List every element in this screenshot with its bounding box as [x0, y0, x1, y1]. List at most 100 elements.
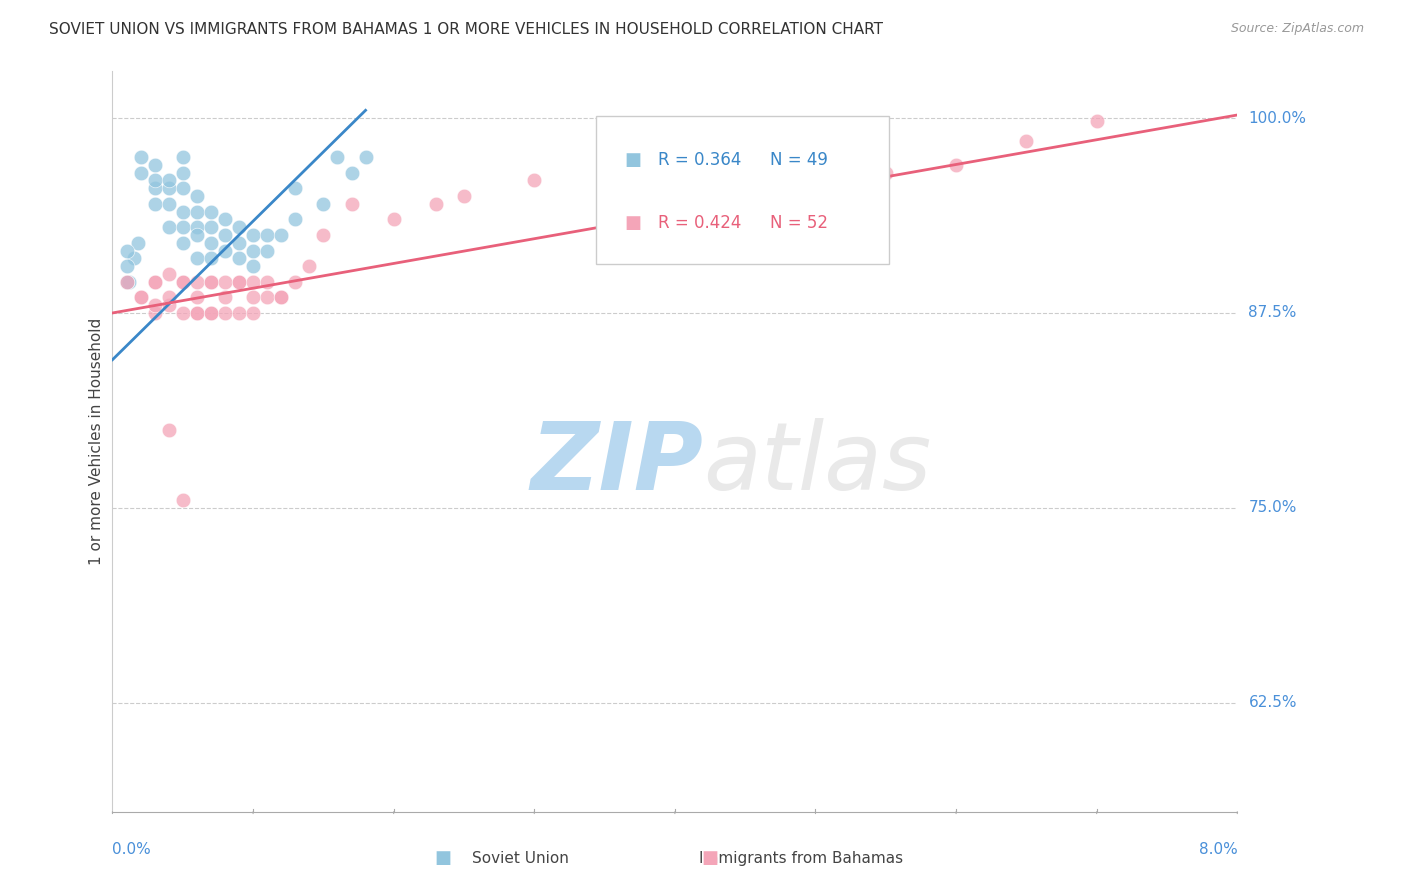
Point [143, 298, 166, 312]
Text: N = 52: N = 52 [770, 214, 828, 232]
Point [143, 275, 166, 289]
Point [129, 150, 152, 164]
Point [214, 275, 236, 289]
Text: ■: ■ [702, 849, 718, 867]
Point [186, 290, 208, 304]
Text: ■: ■ [624, 152, 641, 169]
Point [157, 298, 180, 312]
Point [129, 290, 152, 304]
Point [256, 227, 278, 242]
Point [129, 290, 152, 304]
Point [172, 181, 194, 195]
Point [186, 189, 208, 203]
Point [172, 204, 194, 219]
Point [186, 204, 208, 219]
Point [172, 275, 194, 289]
Point [157, 181, 180, 195]
Point [143, 181, 166, 195]
Text: 87.5%: 87.5% [1249, 305, 1296, 320]
Point [1085, 114, 1108, 128]
Text: SOVIET UNION VS IMMIGRANTS FROM BAHAMAS 1 OR MORE VEHICLES IN HOUSEHOLD CORRELAT: SOVIET UNION VS IMMIGRANTS FROM BAHAMAS … [49, 22, 883, 37]
Point [214, 290, 236, 304]
Point [242, 259, 264, 273]
Y-axis label: 1 or more Vehicles in Household: 1 or more Vehicles in Household [89, 318, 104, 566]
Point [734, 158, 756, 172]
Point [875, 166, 897, 180]
Point [242, 290, 264, 304]
Text: 62.5%: 62.5% [1249, 695, 1296, 710]
Point [115, 275, 138, 289]
Point [664, 173, 686, 187]
Point [172, 306, 194, 320]
Point [186, 252, 208, 266]
Point [804, 181, 827, 195]
Point [256, 244, 278, 258]
Text: N = 49: N = 49 [770, 152, 828, 169]
Point [200, 306, 222, 320]
Point [143, 197, 166, 211]
Text: ■: ■ [434, 849, 451, 867]
Point [593, 181, 616, 195]
Point [340, 166, 363, 180]
Text: 100.0%: 100.0% [1249, 111, 1306, 126]
Text: Source: ZipAtlas.com: Source: ZipAtlas.com [1230, 22, 1364, 36]
Point [523, 173, 546, 187]
Point [242, 244, 264, 258]
Point [186, 275, 208, 289]
Point [200, 252, 222, 266]
Point [157, 173, 180, 187]
Point [172, 493, 194, 508]
Text: Immigrants from Bahamas: Immigrants from Bahamas [699, 851, 904, 865]
Text: R = 0.364: R = 0.364 [658, 152, 741, 169]
Point [200, 235, 222, 250]
Point [214, 244, 236, 258]
Point [157, 267, 180, 281]
Text: 75.0%: 75.0% [1249, 500, 1296, 516]
Point [1015, 135, 1038, 149]
Point [228, 306, 250, 320]
Text: ZIP: ZIP [530, 417, 703, 510]
Text: atlas: atlas [703, 418, 931, 509]
Point [200, 204, 222, 219]
Point [172, 220, 194, 235]
Point [118, 275, 141, 289]
Text: ■: ■ [624, 214, 641, 232]
Point [172, 166, 194, 180]
Point [382, 212, 405, 227]
Point [186, 306, 208, 320]
Point [228, 275, 250, 289]
Point [186, 306, 208, 320]
Point [214, 212, 236, 227]
Point [453, 189, 475, 203]
Point [200, 220, 222, 235]
Point [284, 181, 307, 195]
Point [340, 197, 363, 211]
Point [214, 306, 236, 320]
Point [200, 306, 222, 320]
Point [127, 235, 149, 250]
Point [115, 244, 138, 258]
Point [228, 235, 250, 250]
Point [298, 259, 321, 273]
Point [425, 197, 447, 211]
Point [242, 306, 264, 320]
Point [200, 275, 222, 289]
Point [326, 150, 349, 164]
Point [228, 275, 250, 289]
Point [256, 275, 278, 289]
Point [115, 259, 138, 273]
Point [157, 220, 180, 235]
Point [172, 275, 194, 289]
Point [172, 150, 194, 164]
Point [186, 220, 208, 235]
Point [172, 235, 194, 250]
Text: 8.0%: 8.0% [1198, 842, 1237, 857]
Point [354, 150, 377, 164]
Point [242, 275, 264, 289]
Point [312, 197, 335, 211]
Point [228, 220, 250, 235]
Point [186, 227, 208, 242]
FancyBboxPatch shape [596, 116, 889, 264]
Point [143, 275, 166, 289]
Text: R = 0.424: R = 0.424 [658, 214, 741, 232]
